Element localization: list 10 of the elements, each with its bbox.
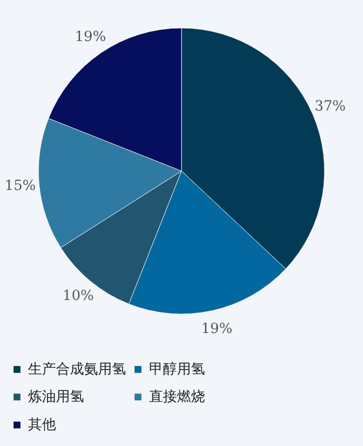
legend-label: 甲醇用氢: [149, 361, 205, 378]
legend-label: 生产合成氨用氢: [28, 361, 126, 378]
data-label: 10%: [62, 288, 94, 304]
legend-label: 其他: [28, 417, 56, 433]
data-label: 37%: [314, 98, 346, 115]
data-label: 19%: [201, 321, 232, 338]
legend-label: 直接燃烧: [149, 389, 205, 405]
legend-label: 炼油用氢: [28, 389, 84, 405]
data-label: 15%: [4, 178, 36, 194]
data-label: 19%: [74, 29, 106, 46]
